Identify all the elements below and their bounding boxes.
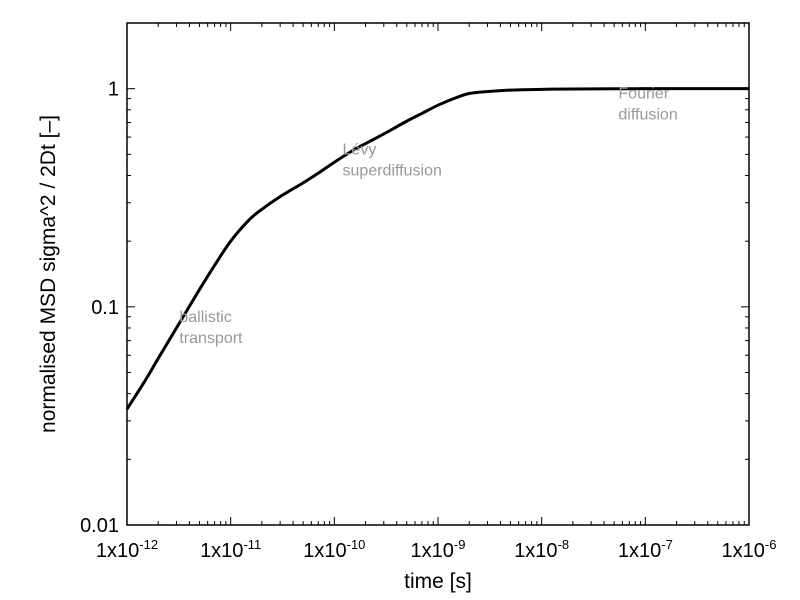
y-axis-label: normalised MSD sigma^2 / 2Dt [–] — [37, 115, 60, 433]
x-tick-label: 1x10-10 — [303, 537, 365, 562]
region-annotation: ballistic transport — [179, 309, 243, 347]
x-tick-label: 1x10-9 — [411, 537, 466, 562]
x-axis-label: time [s] — [404, 570, 472, 593]
y-tick-label: 1 — [108, 79, 119, 101]
y-tick-label: 0.1 — [91, 297, 119, 319]
tick-labels: 1x10-12 1x10-11 1x10-10 1x10-9 1x10-8 1x10-7 1… — [80, 79, 776, 562]
msd-curve-line — [125, 87, 749, 410]
x-tick-label: 1x10-8 — [514, 537, 569, 562]
region-annotation: Lévy superdiffusion — [343, 141, 442, 179]
data-series — [125, 87, 749, 410]
x-tick-label: 1x10-11 — [200, 537, 261, 562]
annotations: ballistic transport Lévy superdiffusion Four… — [179, 86, 677, 348]
x-tick-label: 1x10-6 — [722, 537, 777, 562]
x-tick-label: 1x10-7 — [618, 537, 673, 562]
region-annotation: Fourier diffusion — [618, 86, 677, 124]
y-tick-label: 0.01 — [80, 515, 119, 537]
x-tick-label: 1x10-12 — [96, 537, 158, 562]
